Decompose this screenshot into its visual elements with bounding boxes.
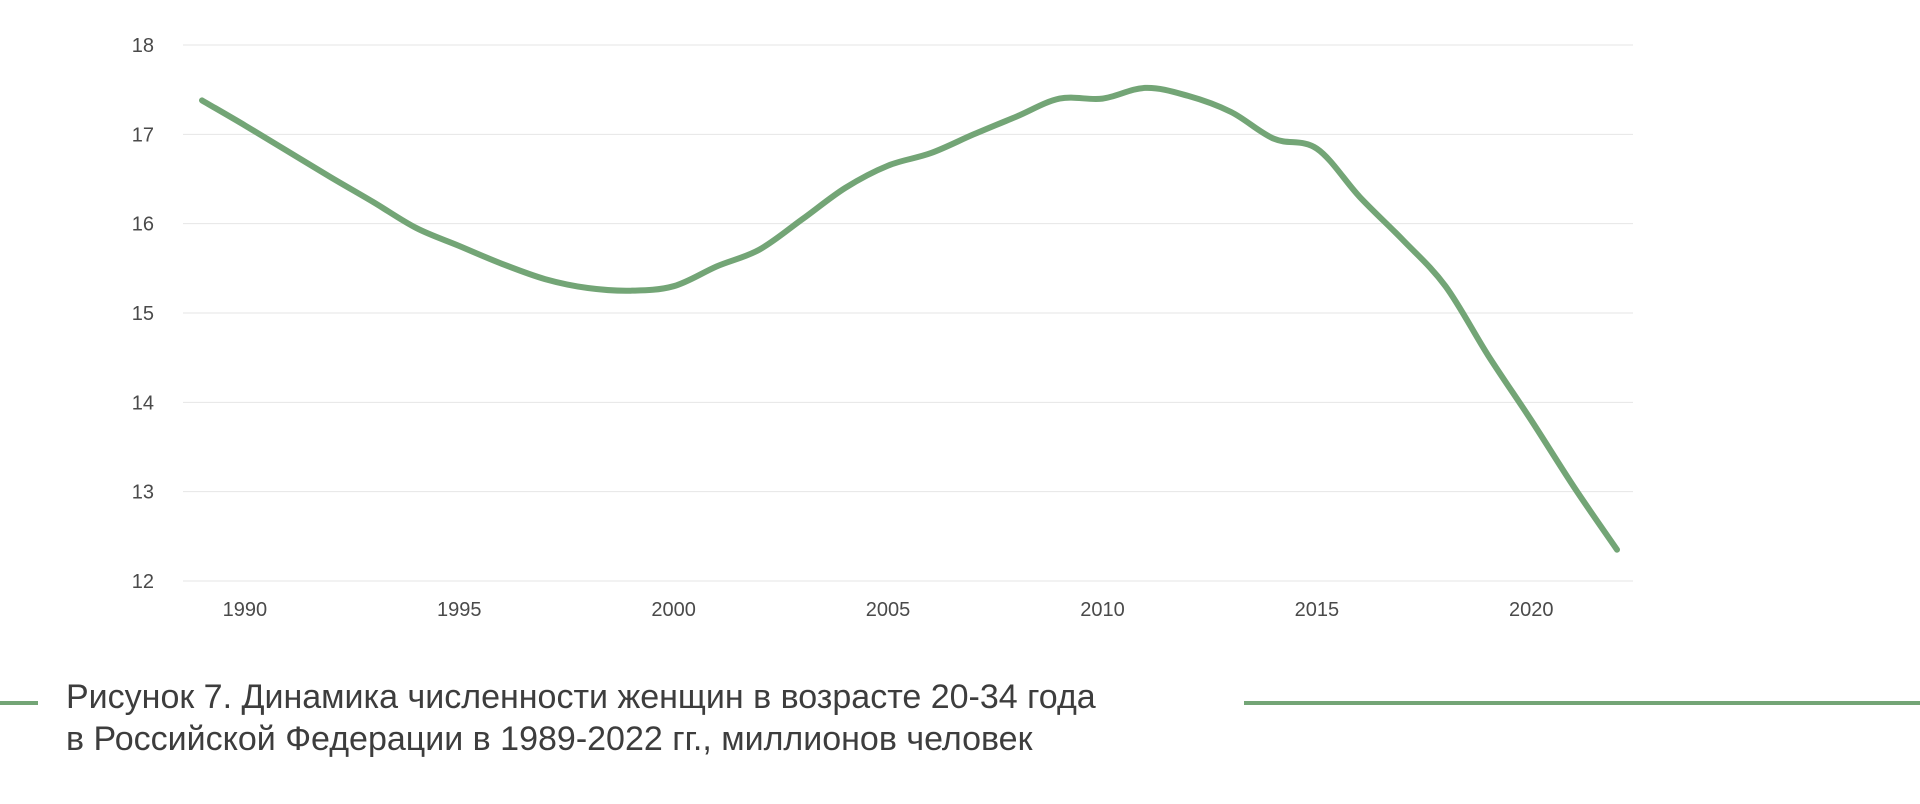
line-chart: 12 13 14 15 16 17 18 1990 1995 2000 2005 2010 2015 2… [132, 35, 1633, 621]
x-tick-label: 2015 [1295, 599, 1340, 621]
y-tick-label: 12 [132, 571, 154, 593]
x-tick-label: 1990 [223, 599, 268, 621]
y-tick-label: 15 [132, 303, 154, 325]
y-tick-label: 14 [132, 392, 154, 414]
x-tick-label: 2000 [651, 599, 696, 621]
figure-caption: Рисунок 7. Динамика численности женщин в… [66, 676, 1206, 760]
y-axis-ticks: 12 13 14 15 16 17 18 [132, 35, 154, 593]
caption-line-2: в Российской Федерации в 1989-2022 гг., … [66, 720, 1033, 758]
x-tick-label: 1995 [437, 599, 482, 621]
x-tick-label: 2010 [1080, 599, 1125, 621]
y-tick-label: 13 [132, 482, 154, 504]
series-line-women-20-34 [199, 84, 1620, 553]
y-tick-label: 16 [132, 214, 154, 236]
caption-line-1: Рисунок 7. Динамика численности женщин в… [66, 678, 1096, 716]
y-tick-label: 17 [132, 124, 154, 146]
grid-lines [183, 44, 1633, 582]
x-tick-label: 2005 [866, 599, 911, 621]
y-tick-label: 18 [132, 35, 154, 57]
caption-decor-line-right [1244, 701, 1920, 705]
caption-decor-line-left [0, 701, 38, 705]
x-axis-ticks: 1990 1995 2000 2005 2010 2015 2020 [223, 599, 1554, 621]
x-tick-label: 2020 [1509, 599, 1554, 621]
